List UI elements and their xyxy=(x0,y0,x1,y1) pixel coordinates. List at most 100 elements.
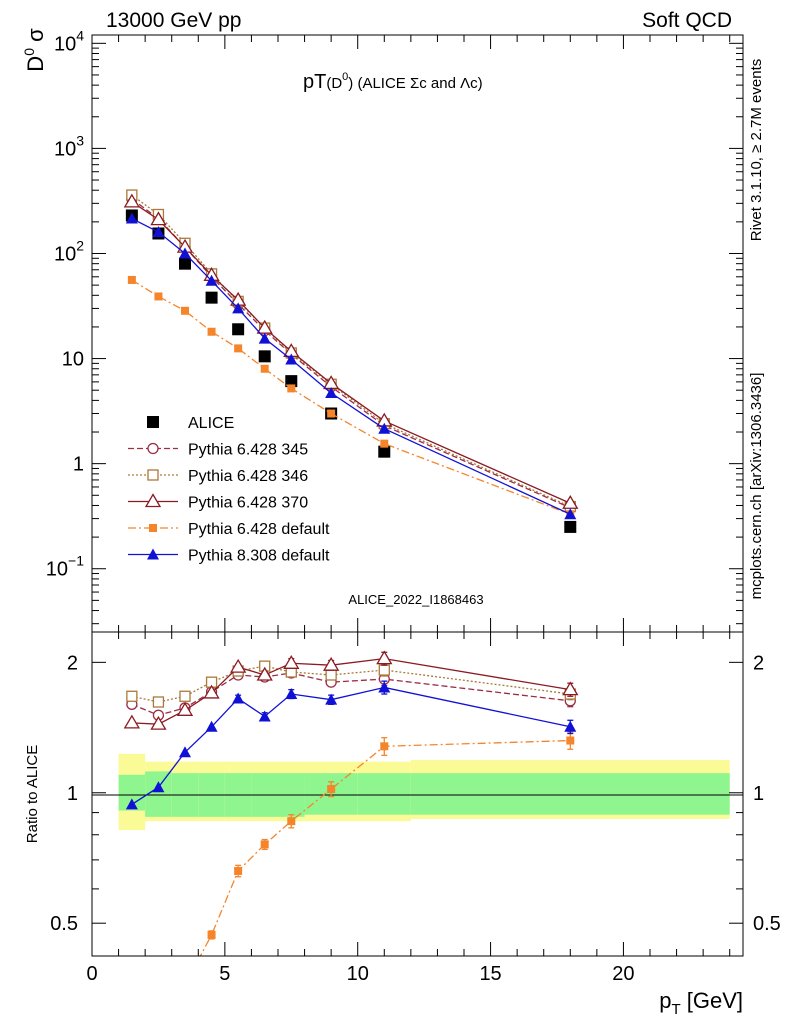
ratio-y-tick-label-left: 2 xyxy=(67,652,78,674)
x-tick-label: 5 xyxy=(219,963,230,985)
main-series-layer xyxy=(123,189,579,533)
ratio-point-py370-4 xyxy=(230,658,247,673)
data-point-py_default-1 xyxy=(154,292,163,301)
data-point-py8-7 xyxy=(325,387,338,399)
ratio-plot-frame xyxy=(91,631,744,957)
ratio-y-tick-label-left: 1 xyxy=(67,783,78,805)
ratio-point-py8-5 xyxy=(258,710,271,722)
ratio-point-py370-5 xyxy=(256,666,273,681)
y-tick-label: 10−1 xyxy=(46,553,84,581)
data-point-py_default-5 xyxy=(260,364,269,373)
data-point-py_default-8 xyxy=(380,439,389,448)
data-point-py370-1 xyxy=(150,211,167,226)
ratio-y-tick-label-right: 2 xyxy=(753,652,764,674)
data-point-alice-5 xyxy=(258,350,271,363)
ratio-point-py_default-8 xyxy=(380,742,389,751)
series-line-py346 xyxy=(131,194,571,508)
data-point-py8-6 xyxy=(285,353,298,365)
data-point-py_default-6 xyxy=(287,384,296,393)
ratio-point-py8-8 xyxy=(378,681,391,693)
legend-marker-py346 xyxy=(147,469,159,481)
ratio-point-py370-1 xyxy=(150,715,167,730)
ratio-point-py8-2 xyxy=(179,746,191,758)
ratio-point-py370-6 xyxy=(283,654,300,669)
data-point-py8-8 xyxy=(378,422,391,434)
ratio-point-py370-3 xyxy=(203,684,220,699)
ratio-point-py370-8 xyxy=(376,650,393,665)
ratio-point-py8-1 xyxy=(152,781,165,793)
main-y-axis-label: D0 σ xyxy=(21,28,48,72)
series-line-py370 xyxy=(131,201,571,504)
ratio-point-py346-8 xyxy=(378,664,390,676)
y-tick-label: 103 xyxy=(54,132,84,160)
rivet-label: Rivet 3.1.10, ≥ 2.7M events xyxy=(748,59,765,242)
ratio-point-py_default-6 xyxy=(287,817,296,826)
ratio-uncertainty-bands xyxy=(118,753,730,831)
data-point-py8-5 xyxy=(258,332,271,344)
ratio-y-axis-label: Ratio to ALICE xyxy=(24,745,41,843)
ratio-point-py_default-7 xyxy=(327,785,336,794)
data-point-py8-2 xyxy=(179,247,191,259)
ratio-line-py8 xyxy=(131,686,571,805)
legend-marker-py370 xyxy=(144,493,162,508)
data-point-alice-4 xyxy=(232,323,245,336)
ratio-line-py346 xyxy=(131,665,571,703)
data-point-py8-3 xyxy=(205,274,218,286)
site-label: mcplots.cern.ch [arXiv:1306.3436] xyxy=(748,373,765,600)
data-point-py8-9 xyxy=(564,508,577,520)
data-point-py_default-0 xyxy=(127,275,136,284)
ratio-point-py346-2 xyxy=(179,690,191,702)
ratio-y-tick-label-right: 0.5 xyxy=(753,913,781,935)
ratio-point-py8-3 xyxy=(205,720,218,732)
legend-marker-py_default xyxy=(149,524,157,532)
ratio-point-py346-0 xyxy=(126,690,138,702)
x-tick-label: 15 xyxy=(479,963,501,985)
data-point-py8-0 xyxy=(125,212,138,224)
legend-label-py_default: Pythia 6.428 default xyxy=(188,521,330,538)
data-point-py_default-3 xyxy=(207,327,216,336)
ratio-point-py_default-9 xyxy=(566,736,575,745)
data-point-py_default-2 xyxy=(181,306,189,315)
y-tick-label: 102 xyxy=(54,237,84,265)
y-tick-label: 1 xyxy=(73,454,84,476)
ratio-point-py370-7 xyxy=(323,656,340,671)
series-line-py345 xyxy=(131,198,571,509)
data-point-alice-3 xyxy=(205,291,218,304)
legend: ALICE Pythia 6.428 345 Pythia 6.428 346 Pyt… xyxy=(128,415,330,565)
data-point-alice-8 xyxy=(378,445,391,458)
data-point-alice-6 xyxy=(285,375,298,388)
legend-label-py345: Pythia 6.428 345 xyxy=(188,442,308,459)
x-tick-label: 0 xyxy=(86,963,97,985)
legend-marker-py345 xyxy=(147,442,159,455)
ratio-y-tick-label-left: 0.5 xyxy=(50,913,78,935)
ratio-y-tick-label-right: 1 xyxy=(753,783,764,805)
ratio-point-py_default-3 xyxy=(207,930,216,939)
analysis-id: ALICE_2022_I1868463 xyxy=(348,592,483,607)
legend-label-py370: Pythia 6.428 370 xyxy=(188,495,308,512)
legend-marker-alice xyxy=(147,416,159,428)
ratio-point-py346-7 xyxy=(325,669,337,681)
data-point-py_default-7 xyxy=(327,409,336,418)
band-inner-9 xyxy=(410,773,730,815)
ratio-point-py8-9 xyxy=(564,720,577,732)
data-point-py370-0 xyxy=(123,193,140,208)
ratio-point-py_default-5 xyxy=(260,840,269,849)
x-tick-label: 20 xyxy=(612,963,634,985)
ratio-line-py_default xyxy=(199,739,571,956)
data-point-alice-9 xyxy=(564,520,577,533)
data-point-py8-1 xyxy=(152,226,165,238)
ratio-line-py370 xyxy=(131,657,571,725)
ratio-point-py370-0 xyxy=(123,714,140,729)
process-label: Soft QCD xyxy=(642,9,732,32)
ratio-point-py8-7 xyxy=(325,693,338,705)
ratio-point-py370-9 xyxy=(562,681,579,696)
legend-label-py8: Pythia 8.308 default xyxy=(188,548,330,565)
y-tick-label: 10 xyxy=(62,349,84,371)
ratio-point-py346-1 xyxy=(152,696,165,708)
legend-marker-py8 xyxy=(147,548,159,560)
ratio-line-py345 xyxy=(131,672,571,716)
data-point-py_default-4 xyxy=(234,344,243,353)
data-point-py370-9 xyxy=(562,494,579,509)
x-tick-label: 10 xyxy=(347,963,369,985)
ratio-point-py8-6 xyxy=(285,688,298,700)
